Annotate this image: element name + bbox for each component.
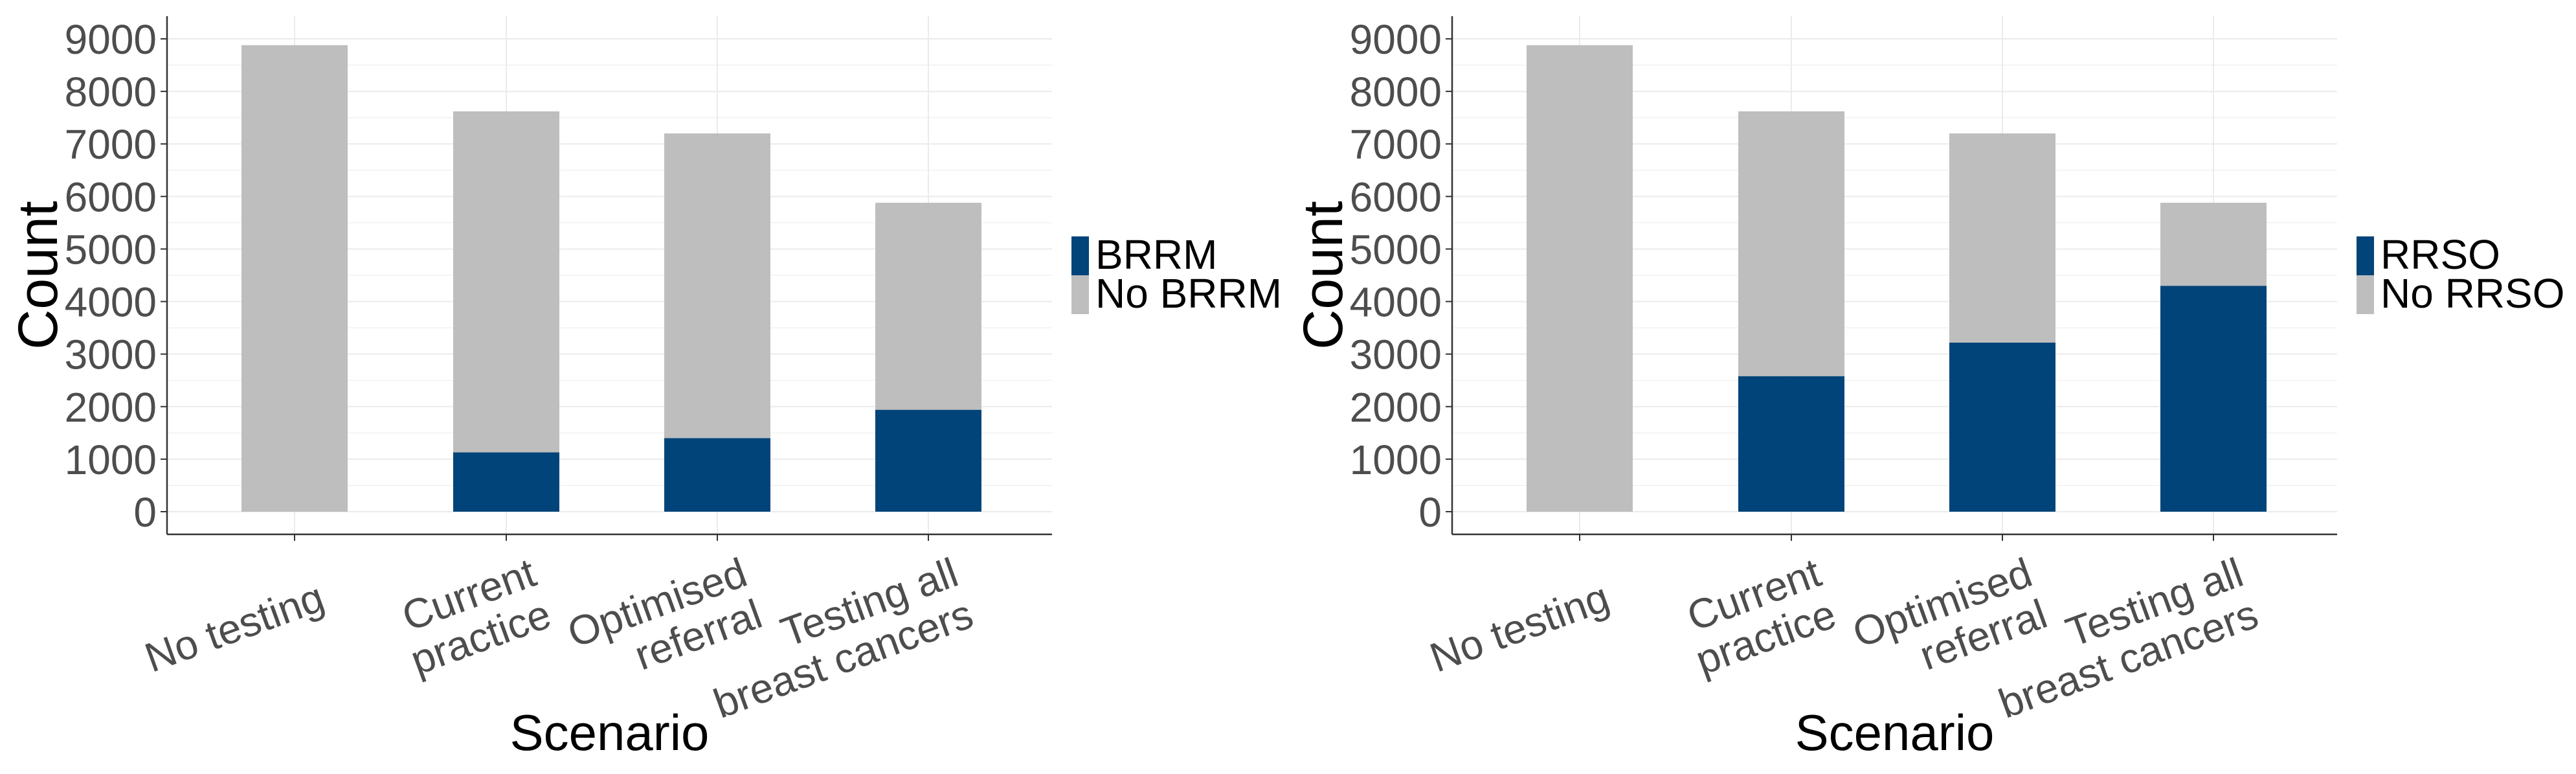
legend-label-brrm: BRRM xyxy=(1095,231,1217,278)
x-axis-title: Scenario xyxy=(1795,704,1995,761)
bar-rrso-current-practice xyxy=(1738,376,1844,512)
chart-panel-brrm: 0 1000 2000 3000 4000 5000 6000 7000 8000 9000 No … xyxy=(0,0,1288,771)
legend-label-no-rrso: No RRSO xyxy=(2380,270,2565,317)
y-tick-label: 5000 xyxy=(65,226,157,273)
y-tick-label: 0 xyxy=(133,489,157,536)
legend-label-rrso: RRSO xyxy=(2380,231,2500,278)
bar-no-rrso-current-practice xyxy=(1738,111,1844,376)
legend-swatch-no-rrso xyxy=(2357,275,2374,314)
bar-no-rrso-testing-all-breast-cancers xyxy=(2160,203,2267,286)
y-tick-label: 8000 xyxy=(1350,69,1442,115)
y-tick-label: 3000 xyxy=(65,332,157,378)
y-tick-label: 7000 xyxy=(1350,121,1442,168)
y-tick-label: 6000 xyxy=(65,174,157,220)
legend-label-no-brrm: No BRRM xyxy=(1095,270,1282,317)
y-tick-label: 1000 xyxy=(1350,437,1442,483)
bar-no-rrso-optimised-referral xyxy=(1949,133,2055,343)
x-tick-label-current-practice: Currentpractice xyxy=(1675,549,1842,683)
y-tick-label: 5000 xyxy=(1350,226,1442,273)
y-tick-label: 4000 xyxy=(65,279,157,326)
bar-brrm-current-practice xyxy=(453,452,559,512)
bar-no-brrm-no-testing xyxy=(241,45,348,512)
bar-rrso-testing-all-breast-cancers xyxy=(2160,286,2267,512)
y-tick-label: 2000 xyxy=(1350,384,1442,431)
y-tick-label: 9000 xyxy=(65,16,157,63)
legend-swatch-no-brrm xyxy=(1071,275,1089,314)
y-tick-label: 9000 xyxy=(1350,16,1442,63)
bars xyxy=(1527,45,2267,512)
x-tick-label-no-testing: No testing xyxy=(139,573,330,681)
x-tick-label-line: No testing xyxy=(1424,573,1615,681)
chart-panel-rrso: 0 1000 2000 3000 4000 5000 6000 7000 8000 9000 No … xyxy=(1285,0,2576,771)
legend-swatch-rrso xyxy=(2357,236,2374,275)
y-tick-label: 7000 xyxy=(65,121,157,168)
bar-rrso-optimised-referral xyxy=(1949,342,2055,512)
y-tick-label: 0 xyxy=(1418,489,1442,536)
bar-chart-brrm: 0 1000 2000 3000 4000 5000 6000 7000 8000 9000 No … xyxy=(7,16,1282,761)
bar-brrm-testing-all-breast-cancers xyxy=(875,409,981,512)
y-tick-label: 2000 xyxy=(65,384,157,431)
bar-brrm-optimised-referral xyxy=(664,438,770,512)
bars xyxy=(241,45,981,512)
x-tick-label-no-testing: No testing xyxy=(1424,573,1615,681)
y-tick-label: 1000 xyxy=(65,437,157,483)
y-axis-title: Count xyxy=(7,201,69,350)
bar-chart-rrso: 0 1000 2000 3000 4000 5000 6000 7000 8000 9000 No … xyxy=(1292,16,2565,761)
bar-no-rrso-no-testing xyxy=(1527,45,1633,512)
y-tick-label: 4000 xyxy=(1350,279,1442,326)
y-tick-label: 6000 xyxy=(1350,174,1442,220)
y-axis-title: Count xyxy=(1292,201,1354,350)
bar-no-brrm-testing-all-breast-cancers xyxy=(875,203,981,410)
legend-swatch-brrm xyxy=(1071,236,1089,275)
x-tick-label-line: No testing xyxy=(139,573,330,681)
y-tick-label: 3000 xyxy=(1350,332,1442,378)
y-tick-label: 8000 xyxy=(65,69,157,115)
bar-no-brrm-optimised-referral xyxy=(664,133,770,438)
x-axis-title: Scenario xyxy=(510,704,710,761)
bar-no-brrm-current-practice xyxy=(453,111,559,453)
x-tick-label-current-practice: Currentpractice xyxy=(390,549,557,683)
